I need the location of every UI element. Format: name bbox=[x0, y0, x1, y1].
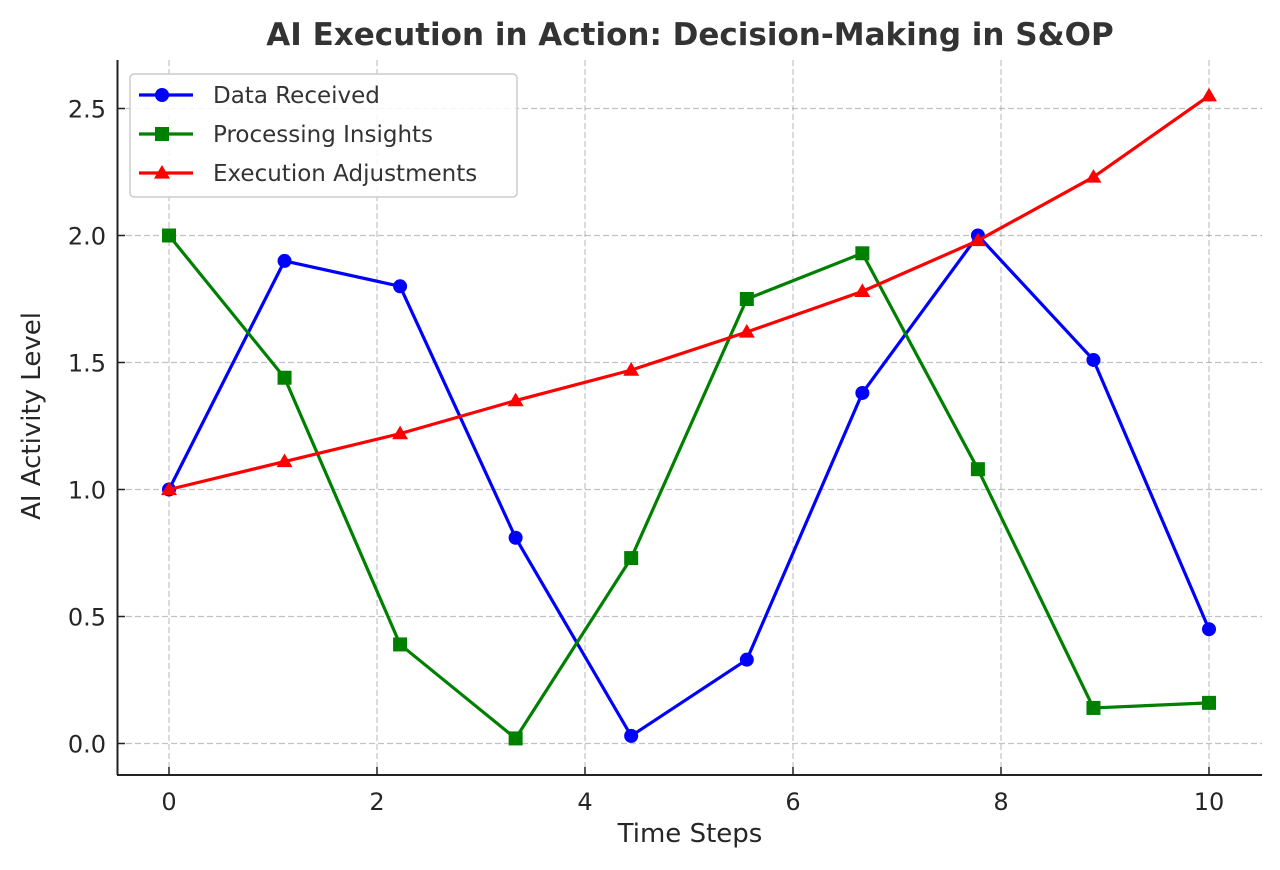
x-tick-label: 0 bbox=[161, 788, 176, 816]
series-line bbox=[167, 234, 1210, 741]
y-tick-label: 0.0 bbox=[68, 731, 106, 759]
data-point-circle bbox=[508, 530, 523, 545]
x-axis-ticks: 0 2 4 6 8 10 bbox=[161, 767, 1224, 816]
data-point-square bbox=[970, 462, 985, 477]
y-axis-ticks: 0.0 0.5 1.0 1.5 2.0 2.5 bbox=[68, 96, 125, 759]
data-point-circle bbox=[624, 728, 639, 743]
data-point-circle bbox=[1202, 622, 1216, 637]
data-point-square bbox=[855, 246, 870, 261]
data-point-square bbox=[1086, 700, 1101, 715]
x-tick-label: 8 bbox=[993, 788, 1008, 816]
data-point-square bbox=[393, 637, 408, 652]
data-point-triangle bbox=[1085, 169, 1102, 183]
data-point-triangle bbox=[507, 392, 524, 407]
chart-title: AI Execution in Action: Decision-Making … bbox=[266, 17, 1113, 53]
legend-label: Execution Adjustments bbox=[213, 161, 477, 187]
y-tick-label: 1.0 bbox=[68, 477, 106, 505]
data-point-circle bbox=[1086, 352, 1101, 367]
x-tick-label: 4 bbox=[577, 788, 592, 816]
series-processing-insights bbox=[162, 228, 1216, 746]
data-point-circle bbox=[277, 253, 292, 268]
legend-item: Execution Adjustments bbox=[139, 161, 477, 187]
legend-marker-triangle bbox=[154, 165, 170, 179]
data-point-triangle bbox=[392, 425, 409, 440]
data-point-square bbox=[162, 228, 176, 243]
data-point-square bbox=[624, 551, 639, 566]
data-point-circle bbox=[855, 385, 870, 400]
y-tick-label: 2.0 bbox=[68, 223, 106, 251]
series-layer bbox=[161, 87, 1217, 746]
x-axis-label: Time Steps bbox=[617, 819, 763, 849]
x-tick-label: 10 bbox=[1194, 788, 1225, 816]
data-point-triangle bbox=[161, 481, 177, 496]
y-axis-label: AI Activity Level bbox=[17, 312, 47, 520]
legend-item: Data Received bbox=[139, 83, 380, 109]
data-point-square bbox=[277, 370, 292, 385]
data-point-triangle bbox=[738, 324, 755, 338]
y-tick-label: 1.5 bbox=[68, 350, 106, 378]
y-tick-label: 2.5 bbox=[68, 96, 106, 124]
data-point-triangle bbox=[623, 362, 640, 376]
data-point-square bbox=[508, 731, 523, 746]
legend-marker-circle bbox=[155, 88, 169, 102]
data-point-square bbox=[739, 292, 754, 306]
legend: Data Received Processing Insights Executio… bbox=[129, 73, 518, 198]
legend-label: Processing Insights bbox=[213, 122, 433, 148]
series-line bbox=[167, 233, 1211, 738]
data-point-square bbox=[1202, 695, 1216, 710]
series-execution-adjustments bbox=[161, 87, 1217, 496]
data-point-triangle bbox=[854, 283, 871, 297]
data-point-triangle bbox=[969, 232, 986, 247]
series-data-received bbox=[162, 228, 1216, 743]
y-tick-label: 0.5 bbox=[68, 604, 106, 632]
legend-box bbox=[129, 73, 518, 198]
data-point-triangle bbox=[1201, 87, 1217, 102]
data-point-circle bbox=[393, 279, 408, 294]
series-line bbox=[168, 94, 1210, 492]
legend-marker-square bbox=[155, 127, 169, 141]
data-point-triangle bbox=[276, 453, 293, 468]
x-tick-label: 2 bbox=[369, 788, 384, 816]
legend-item: Processing Insights bbox=[139, 122, 433, 148]
x-tick-label: 6 bbox=[785, 788, 800, 816]
data-point-circle bbox=[739, 652, 754, 667]
legend-label: Data Received bbox=[213, 83, 380, 109]
